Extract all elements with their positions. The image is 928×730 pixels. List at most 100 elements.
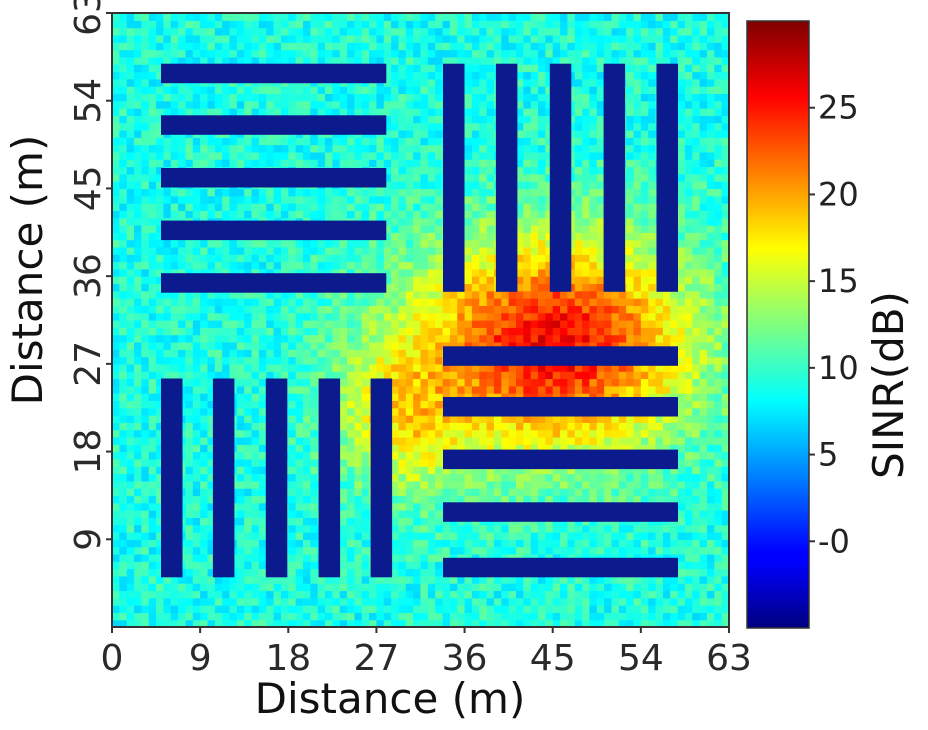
sinr-cell [229, 239, 238, 248]
sinr-cell [156, 612, 165, 621]
sinr-cell [148, 583, 157, 592]
sinr-cell [538, 290, 546, 299]
sinr-cell [508, 415, 517, 423]
sinr-cell [515, 488, 524, 497]
sinr-cell [721, 561, 729, 570]
sinr-cell [420, 473, 429, 482]
sinr-cell [244, 568, 253, 577]
sinr-cell [119, 517, 128, 526]
sinr-cell [361, 327, 370, 336]
sinr-cell [214, 203, 223, 211]
sinr-cell [596, 276, 605, 285]
sinr-cell [405, 261, 414, 270]
sinr-cell [618, 524, 627, 533]
sinr-cell [141, 232, 150, 241]
sinr-cell [714, 371, 723, 380]
sinr-cell [538, 583, 546, 592]
sinr-cell [530, 246, 539, 255]
sinr-cell [501, 429, 510, 438]
sinr-cell [156, 495, 165, 504]
sinr-cell [126, 458, 135, 467]
sinr-cell [148, 458, 157, 467]
sinr-cell [684, 246, 693, 255]
sinr-cell [148, 334, 157, 343]
sinr-cell [354, 298, 363, 306]
sinr-cell [251, 539, 260, 548]
sinr-cell [332, 341, 341, 350]
sinr-cell [258, 575, 267, 584]
sinr-cell [670, 363, 679, 372]
sinr-cell [405, 283, 414, 292]
sinr-cell [721, 400, 729, 409]
sinr-cell [398, 239, 407, 248]
sinr-cell [354, 429, 363, 438]
sinr-cell [119, 546, 128, 555]
sinr-cell [361, 305, 370, 314]
sinr-cell [626, 334, 635, 343]
sinr-cell [435, 195, 444, 204]
sinr-cell [266, 327, 275, 336]
sinr-cell [699, 429, 708, 438]
sinr-cell [405, 203, 414, 211]
sinr-cell [464, 422, 473, 431]
sinr-cell [236, 312, 245, 321]
sinr-cell [604, 320, 613, 328]
sinr-cell [560, 334, 569, 343]
sinr-cell [361, 298, 370, 306]
sinr-cell [200, 356, 209, 365]
sinr-cell [677, 524, 686, 533]
sinr-cell [126, 334, 135, 343]
sinr-cell [229, 371, 238, 380]
sinr-cell [207, 429, 216, 438]
sinr-cell [464, 583, 473, 592]
sinr-cell [545, 539, 554, 548]
sinr-cell [471, 312, 480, 321]
sinr-cell [648, 539, 657, 548]
sinr-cell [141, 334, 150, 343]
sinr-cell [721, 502, 729, 511]
sinr-cell [523, 436, 532, 445]
sinr-cell [471, 488, 480, 497]
sinr-cell [354, 195, 363, 204]
sinr-cell [449, 495, 458, 504]
sinr-cell [523, 327, 532, 336]
sinr-cell [325, 349, 333, 358]
sinr-cell [699, 283, 708, 292]
sinr-cell [170, 290, 179, 299]
sinr-cell [611, 488, 620, 497]
sinr-cell [420, 305, 429, 314]
sinr-cell [339, 341, 348, 350]
sinr-cell [112, 597, 120, 606]
sinr-cell [721, 356, 729, 365]
sinr-cell [626, 385, 635, 394]
sinr-cell [134, 400, 142, 409]
sinr-cell [295, 254, 304, 263]
sinr-cell [530, 224, 539, 233]
sinr-cell [339, 203, 348, 211]
sinr-cell [684, 407, 693, 416]
sinr-cell [383, 224, 392, 233]
sinr-cell [391, 597, 400, 606]
sinr-cell [288, 239, 297, 248]
sinr-cell [545, 217, 554, 226]
sinr-cell [119, 261, 128, 270]
sinr-cell [435, 436, 444, 445]
sinr-cell [170, 261, 179, 270]
sinr-cell [178, 583, 187, 592]
sinr-cell [618, 619, 627, 627]
sinr-cell [582, 612, 591, 621]
sinr-cell [185, 341, 194, 350]
sinr-cell [435, 400, 444, 409]
sinr-cell [317, 239, 326, 248]
sinr-cell [185, 298, 194, 306]
sinr-cell [361, 451, 370, 460]
sinr-cell [347, 320, 355, 328]
sinr-cell [200, 320, 209, 328]
sinr-cell [471, 612, 480, 621]
sinr-cell [706, 415, 715, 423]
sinr-cell [604, 612, 613, 621]
sinr-cell [302, 312, 311, 321]
sinr-cell [295, 510, 304, 518]
sinr-cell [258, 605, 267, 613]
sinr-cell [574, 546, 583, 555]
